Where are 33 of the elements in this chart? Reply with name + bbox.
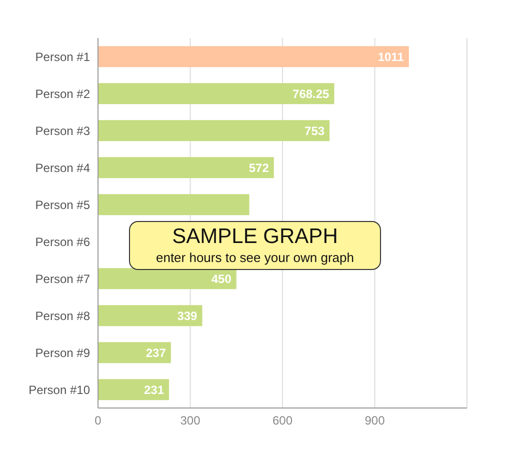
- bar: [98, 157, 274, 178]
- data-label: 753: [304, 124, 325, 138]
- x-tick-label: 300: [180, 414, 201, 428]
- data-label: 339: [177, 308, 198, 323]
- data-label: 1011: [378, 50, 404, 64]
- annotation: enter hours to see your own graph: [154, 249, 355, 266]
- y-tick-label: Person #6: [35, 234, 90, 249]
- x-tick-label: 900: [364, 414, 386, 428]
- y-tick-label: Person #1: [35, 50, 90, 64]
- data-label: 237: [146, 346, 166, 360]
- annotation: SAMPLE GRAPH: [171, 224, 339, 249]
- bar: [98, 305, 202, 326]
- y-tick-label: Person #7: [35, 272, 90, 286]
- y-tick-label: Person #9: [35, 346, 90, 360]
- bar: [98, 120, 330, 142]
- bar: [98, 342, 171, 364]
- y-tick-label: Person #8: [35, 308, 90, 323]
- bar: [98, 83, 334, 104]
- y-tick-label: Person #3: [35, 124, 90, 138]
- data-label: 450: [211, 272, 232, 286]
- bar: [98, 194, 250, 216]
- y-tick-label: Person #2: [35, 86, 90, 101]
- bar: [98, 46, 409, 68]
- x-tick-label: 600: [272, 414, 293, 428]
- callout-box: SAMPLE GRAPH enter hours to see your own graph: [129, 221, 381, 270]
- data-label: 231: [144, 382, 164, 397]
- bar: [98, 379, 170, 400]
- y-tick-label: Person #10: [28, 382, 90, 397]
- x-tick-label: 0: [94, 414, 102, 428]
- data-label: 768.25: [292, 86, 330, 101]
- data-label: 572: [248, 160, 270, 175]
- y-tick-label: Person #5: [35, 198, 90, 212]
- y-tick-label: Person #4: [35, 160, 90, 175]
